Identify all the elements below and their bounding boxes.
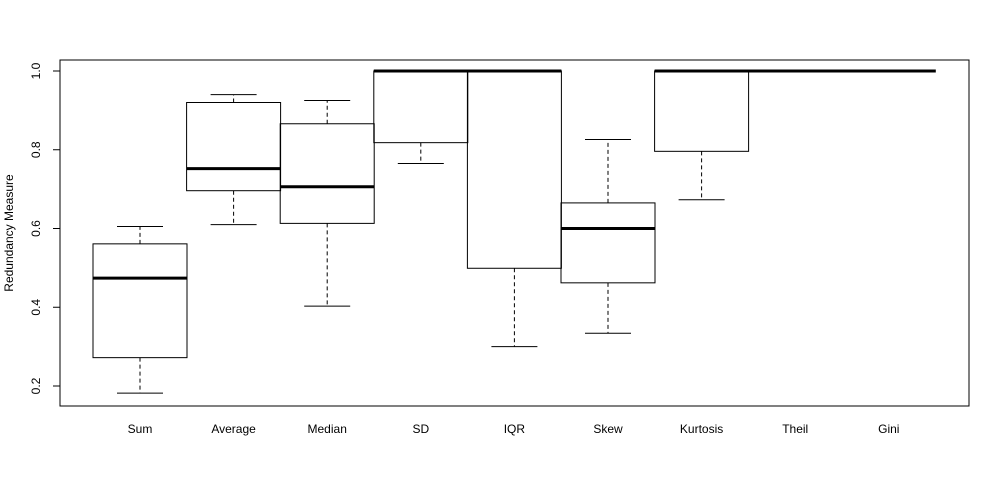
- x-tick-label: Gini: [878, 422, 899, 436]
- x-tick-label: Skew: [593, 422, 623, 436]
- box-body: [92, 243, 188, 359]
- box-median: [279, 100, 375, 307]
- box-average: [186, 94, 282, 226]
- box-body: [466, 70, 562, 269]
- x-tick-label: Theil: [782, 422, 808, 436]
- box-body: [560, 202, 656, 284]
- x-tick-label: Average: [211, 422, 256, 436]
- box-body: [373, 70, 469, 144]
- y-tick-label: 0.2: [29, 377, 43, 394]
- box-body: [186, 102, 282, 192]
- y-axis-title: Redundancy Measure: [2, 174, 16, 292]
- x-axis-labels: Sum Average Median SD IQR Skew Kurtosis Theil Gi…: [128, 422, 900, 436]
- y-axis: 0.2 0.4 0.6 0.8 1.0: [29, 62, 60, 394]
- x-tick-label: SD: [412, 422, 429, 436]
- x-tick-label: Kurtosis: [680, 422, 723, 436]
- x-tick-label: Median: [308, 422, 347, 436]
- y-tick-label: 1.0: [29, 62, 43, 79]
- box-body: [279, 123, 375, 224]
- box-sd: [373, 69, 469, 165]
- y-tick-label: 0.4: [29, 299, 43, 316]
- x-tick-label: Sum: [128, 422, 153, 436]
- box-sum: [92, 226, 188, 394]
- x-tick-label: IQR: [504, 422, 526, 436]
- plot-frame: [59, 59, 970, 407]
- box-kurtosis: [654, 69, 750, 201]
- y-tick-label: 0.6: [29, 220, 43, 237]
- box-iqr: [466, 69, 562, 348]
- box-body: [654, 70, 750, 152]
- box-group: [92, 69, 936, 394]
- y-tick-label: 0.8: [29, 141, 43, 158]
- box-skew: [560, 139, 656, 334]
